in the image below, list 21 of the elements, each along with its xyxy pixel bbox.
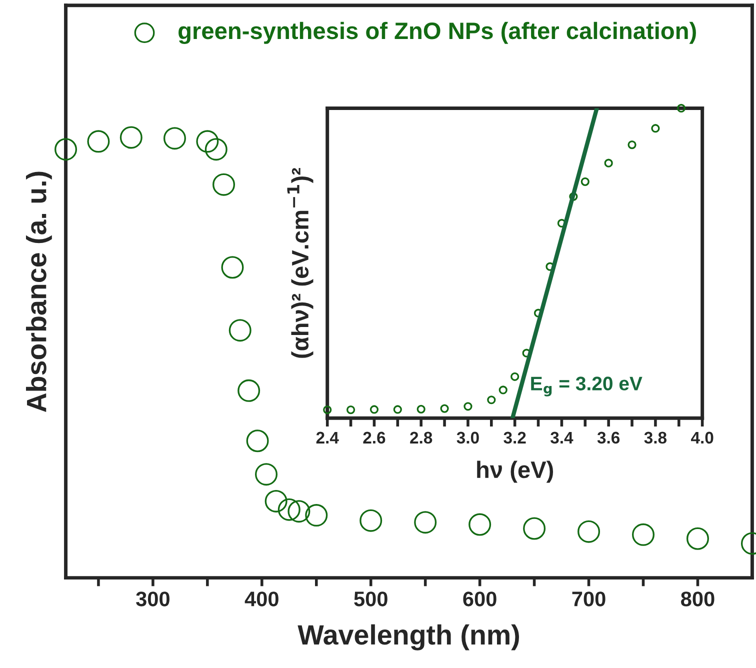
x-tick-label: 400 [244,592,278,606]
x-axis-title: hν (eV) [477,460,554,483]
x-tick-label: 3.6 [597,432,620,444]
legend-label: green-synthesis of ZnO NPs (after calcination) [178,22,696,44]
x-tick-label: 4.0 [690,432,714,444]
x-tick-label: 2.6 [363,432,386,444]
x-tick-label: 500 [354,592,388,606]
x-tick-label: 600 [463,592,496,606]
x-tick-label: 300 [136,592,170,606]
x-tick-label: 2.4 [316,432,339,444]
y-axis-title: Absorbance (a. u.) [26,172,52,412]
y-axis-title: (αhν)² (eV.cm$^{−1}$)² [287,168,314,358]
x-tick-label: 800 [681,592,714,606]
x-tick-label: 3.8 [644,432,667,444]
annotation: E$_{g}$ = 3.20 eV [531,376,642,396]
x-tick-label: 3.4 [550,432,574,444]
x-axis-title: Wavelength (nm) [298,624,519,650]
x-tick-label: 2.8 [410,432,432,444]
x-tick-label: 3.2 [504,432,526,444]
x-tick-label: 700 [572,592,606,606]
x-tick-label: 3.0 [456,432,479,444]
